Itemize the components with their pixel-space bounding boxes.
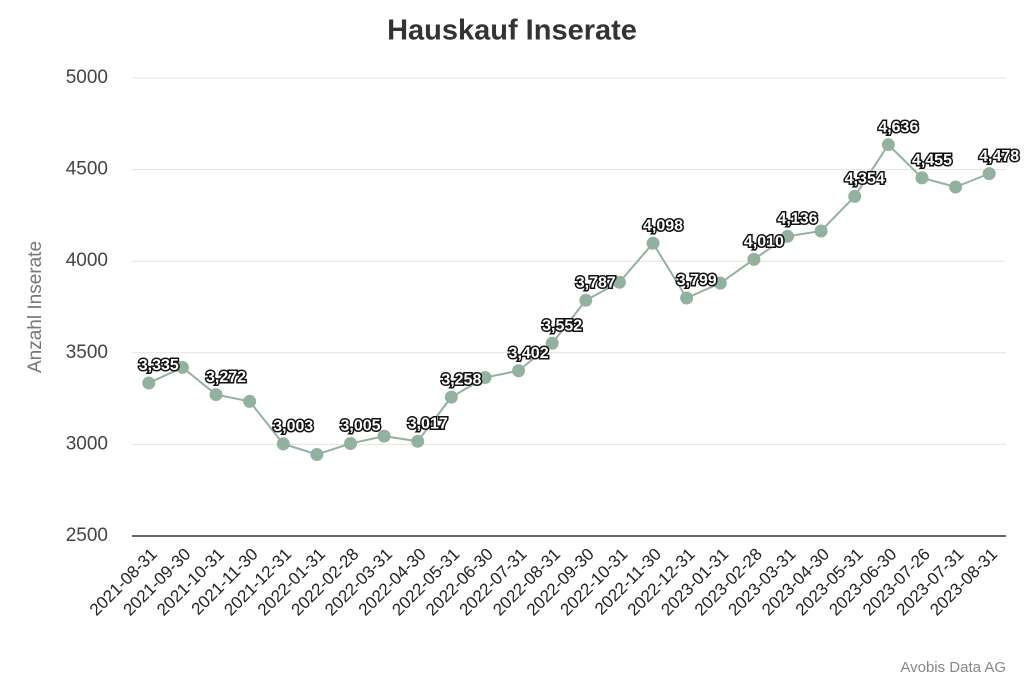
y-tick-label: 3000 [66, 433, 108, 454]
point [512, 364, 526, 378]
value-label: 3,335 [139, 357, 179, 374]
point [579, 293, 593, 307]
point [915, 171, 929, 185]
point [680, 291, 694, 305]
point [881, 138, 895, 152]
value-label: 3,258 [441, 371, 481, 388]
point [949, 180, 963, 194]
y-tick-label: 4500 [66, 159, 108, 180]
source: Avobis Data AG [900, 659, 1006, 676]
point [444, 390, 458, 404]
value-label: 4,010 [744, 234, 784, 251]
y-tick-label: 4000 [66, 250, 108, 271]
value-label: 3,787 [576, 274, 616, 291]
value-label: 4,455 [912, 152, 952, 169]
y-tick-label: 3500 [66, 342, 108, 363]
value-label: 4,478 [979, 148, 1019, 165]
line [148, 143, 990, 456]
point [713, 276, 727, 290]
point [814, 224, 828, 238]
point [175, 360, 189, 374]
value-label: 3,552 [542, 317, 582, 334]
point [545, 336, 559, 350]
value-label: 3,017 [408, 416, 448, 433]
point [646, 236, 660, 250]
point [982, 167, 996, 181]
value-label: 3,272 [206, 369, 246, 386]
point [276, 437, 290, 451]
point [142, 376, 156, 390]
value-label: 4,636 [878, 119, 918, 136]
value-label: 4,354 [845, 171, 885, 188]
point [310, 447, 324, 461]
point [848, 189, 862, 203]
y-tick-label: 2500 [66, 525, 108, 546]
chart-title: Hauskauf Inserate [387, 15, 637, 47]
point [411, 434, 425, 448]
value-label: 3,402 [509, 345, 549, 362]
point [344, 436, 357, 450]
value-label: 3,003 [273, 418, 313, 435]
point [781, 229, 794, 243]
y-tick-label: 5000 [66, 67, 108, 88]
point [478, 371, 492, 385]
point [243, 394, 257, 408]
value-label: 3,005 [340, 418, 380, 435]
value-label: 4,098 [643, 217, 683, 234]
y-axis-label: Anzahl Inserate [25, 241, 46, 373]
value-label: 4,136 [777, 211, 817, 228]
point [209, 388, 223, 402]
point [747, 252, 761, 266]
point [612, 275, 626, 289]
point [377, 429, 391, 443]
value-label: 3,799 [677, 272, 717, 289]
